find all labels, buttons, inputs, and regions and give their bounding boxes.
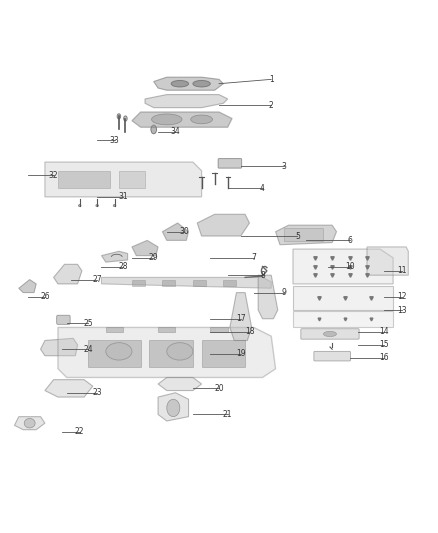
Bar — [210, 327, 228, 332]
Polygon shape — [293, 286, 393, 310]
Polygon shape — [293, 249, 393, 284]
FancyBboxPatch shape — [218, 158, 242, 168]
Text: 10: 10 — [345, 262, 354, 271]
Ellipse shape — [117, 114, 120, 119]
FancyBboxPatch shape — [57, 315, 70, 325]
Ellipse shape — [151, 125, 156, 134]
Ellipse shape — [171, 80, 188, 87]
Polygon shape — [145, 94, 228, 108]
Text: 1: 1 — [269, 75, 274, 84]
Polygon shape — [102, 251, 127, 262]
Text: 32: 32 — [49, 171, 58, 180]
Text: 14: 14 — [380, 327, 389, 336]
Bar — [119, 171, 145, 188]
Text: 3: 3 — [282, 162, 287, 171]
Polygon shape — [154, 77, 223, 90]
Text: 22: 22 — [75, 427, 85, 437]
FancyBboxPatch shape — [301, 329, 359, 339]
Bar — [284, 228, 323, 241]
Text: 24: 24 — [84, 345, 93, 354]
Text: 6: 6 — [347, 236, 352, 245]
Polygon shape — [14, 417, 45, 430]
Ellipse shape — [96, 205, 99, 207]
Ellipse shape — [113, 205, 116, 207]
Ellipse shape — [193, 80, 210, 87]
Polygon shape — [45, 162, 201, 197]
Bar — [106, 327, 123, 332]
Polygon shape — [276, 225, 336, 245]
Polygon shape — [197, 214, 250, 236]
Ellipse shape — [106, 343, 132, 360]
Ellipse shape — [152, 114, 182, 125]
Ellipse shape — [191, 115, 212, 124]
Bar — [223, 280, 237, 286]
Text: 16: 16 — [380, 353, 389, 362]
Polygon shape — [158, 377, 201, 391]
Ellipse shape — [323, 332, 336, 336]
Text: 2: 2 — [269, 101, 274, 110]
Text: 31: 31 — [118, 192, 128, 201]
Text: 34: 34 — [171, 127, 180, 136]
Polygon shape — [102, 277, 271, 288]
Bar — [201, 341, 245, 367]
Bar — [158, 327, 176, 332]
Ellipse shape — [167, 399, 180, 417]
Polygon shape — [367, 247, 408, 275]
Polygon shape — [162, 223, 188, 240]
Polygon shape — [19, 279, 36, 293]
FancyBboxPatch shape — [314, 351, 350, 361]
Bar — [88, 341, 141, 367]
Text: 19: 19 — [236, 349, 246, 358]
Bar — [162, 280, 176, 286]
Text: 8: 8 — [260, 271, 265, 280]
Text: 29: 29 — [149, 253, 159, 262]
Text: 20: 20 — [214, 384, 224, 393]
Bar — [58, 171, 110, 188]
Polygon shape — [132, 240, 158, 256]
Text: 15: 15 — [380, 341, 389, 349]
Text: 27: 27 — [92, 275, 102, 284]
Polygon shape — [158, 393, 188, 421]
Text: 7: 7 — [251, 253, 256, 262]
Text: 13: 13 — [397, 305, 406, 314]
Polygon shape — [230, 293, 252, 341]
Polygon shape — [132, 112, 232, 127]
Text: 25: 25 — [84, 319, 93, 328]
Polygon shape — [258, 275, 278, 319]
Bar — [132, 280, 145, 286]
Bar — [149, 341, 193, 367]
Ellipse shape — [78, 205, 81, 207]
Text: 18: 18 — [245, 327, 254, 336]
Ellipse shape — [124, 116, 127, 121]
Ellipse shape — [24, 418, 35, 428]
Text: 28: 28 — [119, 262, 128, 271]
Polygon shape — [293, 311, 393, 327]
Polygon shape — [45, 379, 93, 397]
Text: 21: 21 — [223, 410, 233, 419]
Text: 11: 11 — [397, 266, 406, 276]
Text: 30: 30 — [179, 227, 189, 236]
Text: 5: 5 — [295, 231, 300, 240]
Text: 26: 26 — [40, 293, 50, 302]
Bar — [193, 280, 206, 286]
Polygon shape — [58, 327, 276, 377]
Text: 9: 9 — [282, 288, 287, 297]
Text: 23: 23 — [92, 388, 102, 397]
Polygon shape — [41, 338, 78, 356]
Ellipse shape — [167, 343, 193, 360]
Text: 17: 17 — [236, 314, 246, 323]
Text: 12: 12 — [397, 293, 406, 302]
Polygon shape — [53, 264, 82, 284]
Text: 33: 33 — [110, 136, 120, 145]
Text: 4: 4 — [260, 184, 265, 192]
